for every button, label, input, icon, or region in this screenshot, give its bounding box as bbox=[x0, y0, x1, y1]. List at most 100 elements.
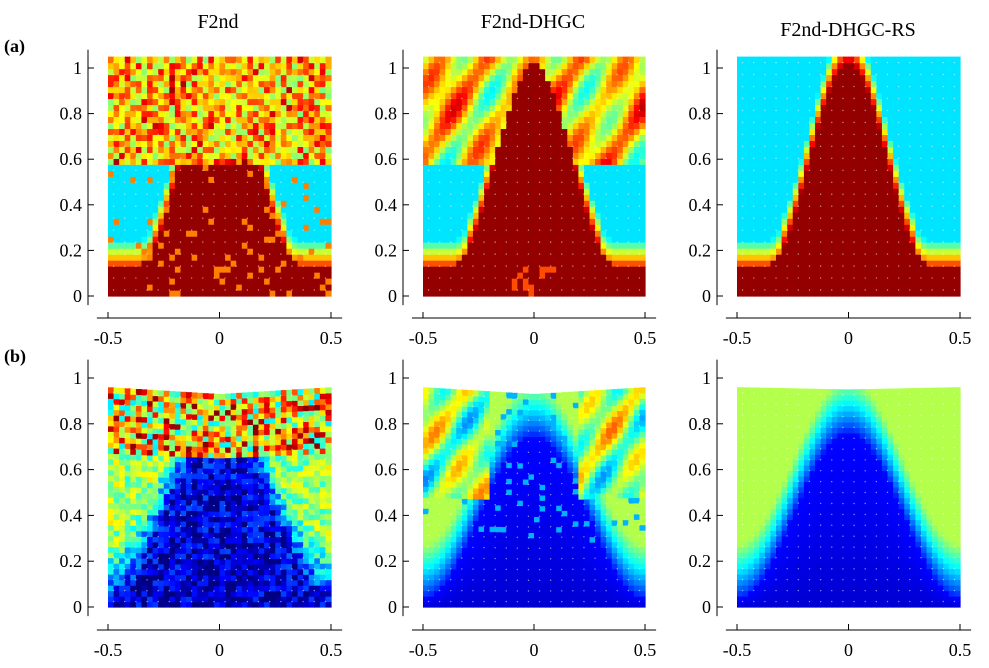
mesh-node bbox=[583, 97, 585, 100]
mesh-cell bbox=[809, 224, 816, 231]
mesh-cell bbox=[461, 266, 468, 273]
mesh-node bbox=[627, 97, 630, 100]
mesh-cell bbox=[158, 128, 165, 135]
mesh-cell bbox=[286, 122, 293, 130]
mesh-cell bbox=[119, 176, 126, 183]
mesh-cell bbox=[456, 68, 463, 76]
mesh-cell bbox=[124, 164, 131, 171]
mesh-cell bbox=[314, 62, 321, 70]
mesh-cell bbox=[848, 62, 855, 70]
mesh-cell bbox=[124, 242, 131, 249]
mesh-cell bbox=[269, 80, 276, 88]
mesh-cell bbox=[820, 86, 827, 94]
mesh-cell bbox=[180, 188, 187, 195]
mesh-cell bbox=[434, 80, 441, 88]
mesh-cell bbox=[135, 104, 143, 112]
mesh-cell bbox=[506, 290, 513, 297]
mesh-cell bbox=[798, 152, 805, 159]
mesh-cell bbox=[572, 122, 579, 130]
mesh-cell bbox=[545, 230, 552, 237]
mesh-cell bbox=[280, 218, 287, 225]
mesh-cell bbox=[258, 176, 265, 183]
mesh-cell bbox=[826, 272, 833, 279]
mesh-cell bbox=[859, 134, 866, 141]
mesh-cell bbox=[528, 146, 535, 153]
mesh-cell bbox=[484, 224, 491, 231]
mesh-cell bbox=[291, 104, 299, 112]
mesh-cell bbox=[737, 146, 744, 153]
mesh-cell bbox=[314, 266, 321, 273]
mesh-cell bbox=[314, 116, 321, 124]
mesh-cell bbox=[748, 272, 755, 279]
mesh-cell bbox=[286, 236, 293, 243]
mesh-node bbox=[135, 181, 137, 183]
mesh-cell bbox=[742, 284, 749, 291]
mesh-cell bbox=[815, 164, 822, 171]
mesh-cell bbox=[809, 74, 816, 82]
mesh-node bbox=[483, 169, 485, 172]
mesh-cell bbox=[314, 230, 321, 237]
mesh-cell bbox=[606, 110, 613, 118]
mesh-cell bbox=[753, 62, 760, 70]
mesh-cell bbox=[308, 68, 315, 76]
mesh-cell bbox=[230, 242, 237, 249]
mesh-node bbox=[146, 205, 148, 207]
mesh-cell bbox=[595, 176, 602, 183]
mesh-cell bbox=[423, 104, 430, 112]
mesh-cell bbox=[639, 266, 646, 273]
mesh-cell bbox=[219, 278, 226, 285]
mesh-cell bbox=[484, 158, 491, 165]
mesh-cell bbox=[291, 236, 299, 243]
mesh-cell bbox=[589, 194, 596, 201]
mesh-cell bbox=[759, 200, 766, 207]
mesh-cell bbox=[528, 212, 535, 219]
mesh-node bbox=[438, 265, 441, 267]
mesh-cell bbox=[314, 218, 321, 225]
mesh-node bbox=[213, 133, 215, 136]
mesh-cell bbox=[236, 128, 243, 135]
mesh-cell bbox=[472, 242, 480, 249]
mesh-cell bbox=[325, 230, 332, 237]
mesh-cell bbox=[325, 80, 332, 88]
mesh-cell bbox=[798, 116, 805, 124]
mesh-cell bbox=[141, 110, 148, 118]
mesh-cell bbox=[809, 248, 816, 255]
mesh-cell bbox=[506, 140, 513, 147]
mesh-cell bbox=[478, 92, 485, 100]
mesh-node bbox=[527, 145, 530, 148]
mesh-node bbox=[616, 265, 618, 267]
mesh-cell bbox=[286, 254, 293, 261]
mesh-cell bbox=[528, 152, 535, 159]
mesh-cell bbox=[269, 254, 276, 261]
mesh-cell bbox=[308, 92, 315, 100]
mesh-cell bbox=[230, 230, 237, 237]
mesh-cell bbox=[445, 266, 452, 273]
mesh-node bbox=[257, 157, 260, 160]
mesh-node bbox=[324, 289, 327, 291]
mesh-node bbox=[157, 241, 159, 243]
mesh-cell bbox=[589, 122, 596, 130]
mesh-cell bbox=[236, 164, 243, 171]
mesh-cell bbox=[308, 170, 315, 177]
mesh-node bbox=[179, 133, 182, 136]
mesh-cell bbox=[456, 248, 463, 255]
mesh-cell bbox=[169, 278, 176, 285]
mesh-cell bbox=[628, 140, 635, 147]
mesh-cell bbox=[545, 110, 552, 118]
mesh-node bbox=[594, 205, 596, 207]
mesh-cell bbox=[606, 242, 613, 249]
mesh-cell bbox=[826, 122, 833, 130]
mesh-cell bbox=[236, 200, 243, 207]
mesh-cell bbox=[445, 62, 452, 70]
mesh-node bbox=[124, 253, 126, 255]
mesh-node bbox=[302, 109, 304, 112]
mesh-cell bbox=[275, 170, 282, 177]
panels: 00.20.40.60.81-0.5 0 0.500.20.40.60.81-0.5… bbox=[60, 49, 971, 660]
mesh-node bbox=[494, 169, 496, 172]
mesh-cell bbox=[428, 290, 435, 297]
mesh-cell bbox=[119, 158, 126, 165]
mesh-cell bbox=[600, 188, 607, 195]
mesh-cell bbox=[456, 56, 463, 64]
mesh-cell bbox=[622, 98, 629, 106]
mesh-cell bbox=[617, 122, 624, 130]
